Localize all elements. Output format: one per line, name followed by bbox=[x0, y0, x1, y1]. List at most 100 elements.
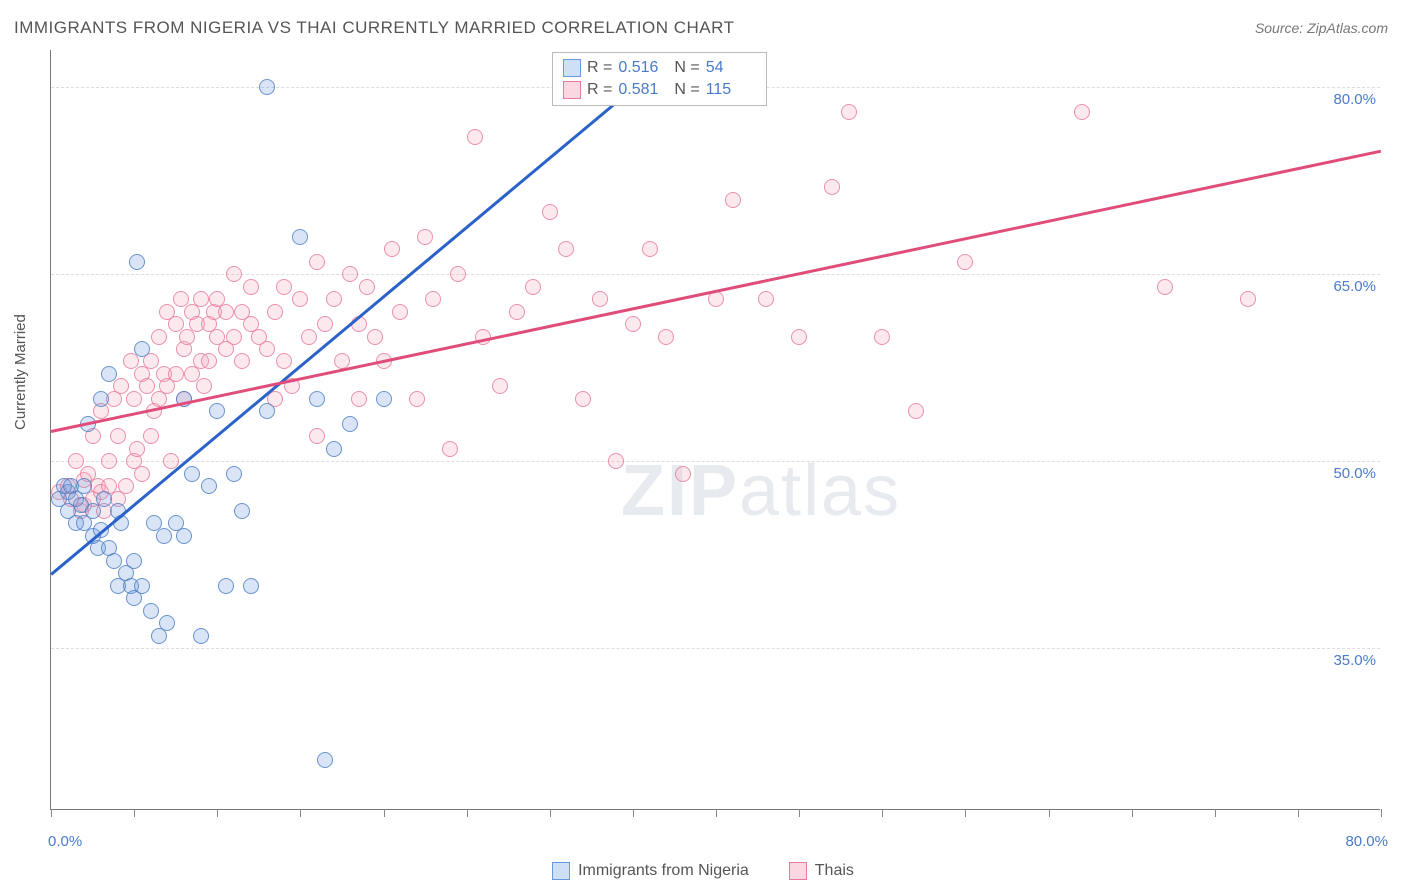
data-point bbox=[301, 329, 317, 345]
chart-title: IMMIGRANTS FROM NIGERIA VS THAI CURRENTL… bbox=[14, 18, 735, 38]
swatch-nigeria-icon bbox=[552, 862, 570, 880]
swatch-thais bbox=[563, 81, 581, 99]
y-tick-label: 65.0% bbox=[1333, 278, 1376, 295]
x-tick bbox=[799, 809, 800, 817]
plot-area: ZIPatlas 35.0%50.0%65.0%80.0% bbox=[50, 50, 1380, 810]
data-point bbox=[575, 391, 591, 407]
x-tick bbox=[1215, 809, 1216, 817]
data-point bbox=[234, 353, 250, 369]
data-point bbox=[467, 129, 483, 145]
data-point bbox=[908, 403, 924, 419]
data-point bbox=[425, 291, 441, 307]
data-point bbox=[118, 478, 134, 494]
legend-row-thais: R = 0.581 N = 115 bbox=[563, 79, 756, 101]
data-point bbox=[159, 615, 175, 631]
data-point bbox=[417, 229, 433, 245]
data-point bbox=[658, 329, 674, 345]
data-point bbox=[367, 329, 383, 345]
data-point bbox=[209, 403, 225, 419]
data-point bbox=[675, 466, 691, 482]
y-tick-label: 50.0% bbox=[1333, 465, 1376, 482]
data-point bbox=[267, 304, 283, 320]
data-point bbox=[93, 391, 109, 407]
data-point bbox=[129, 254, 145, 270]
data-point bbox=[292, 291, 308, 307]
data-point bbox=[642, 241, 658, 257]
data-point bbox=[450, 266, 466, 282]
gridline bbox=[51, 461, 1380, 462]
x-tick bbox=[965, 809, 966, 817]
data-point bbox=[134, 578, 150, 594]
data-point bbox=[608, 453, 624, 469]
data-point bbox=[509, 304, 525, 320]
x-tick bbox=[51, 809, 52, 817]
data-point bbox=[276, 353, 292, 369]
x-tick bbox=[384, 809, 385, 817]
data-point bbox=[176, 528, 192, 544]
x-tick bbox=[134, 809, 135, 817]
data-point bbox=[113, 378, 129, 394]
data-point bbox=[824, 179, 840, 195]
data-point bbox=[625, 316, 641, 332]
data-point bbox=[134, 341, 150, 357]
data-point bbox=[359, 279, 375, 295]
y-tick-label: 80.0% bbox=[1333, 91, 1376, 108]
data-point bbox=[134, 466, 150, 482]
data-point bbox=[85, 503, 101, 519]
data-point bbox=[309, 254, 325, 270]
correlation-chart: IMMIGRANTS FROM NIGERIA VS THAI CURRENTL… bbox=[0, 0, 1406, 892]
data-point bbox=[442, 441, 458, 457]
data-point bbox=[326, 291, 342, 307]
x-axis-max-label: 80.0% bbox=[1345, 833, 1388, 850]
data-point bbox=[351, 391, 367, 407]
data-point bbox=[193, 628, 209, 644]
data-point bbox=[101, 453, 117, 469]
source-attribution: Source: ZipAtlas.com bbox=[1255, 20, 1388, 36]
data-point bbox=[234, 503, 250, 519]
x-tick bbox=[217, 809, 218, 817]
data-point bbox=[126, 391, 142, 407]
data-point bbox=[143, 428, 159, 444]
x-tick bbox=[300, 809, 301, 817]
series-legend: Immigrants from Nigeria Thais bbox=[0, 862, 1406, 880]
data-point bbox=[196, 378, 212, 394]
data-point bbox=[259, 403, 275, 419]
data-point bbox=[558, 241, 574, 257]
data-point bbox=[1074, 104, 1090, 120]
data-point bbox=[874, 329, 890, 345]
data-point bbox=[218, 304, 234, 320]
x-tick bbox=[467, 809, 468, 817]
data-point bbox=[226, 329, 242, 345]
x-tick bbox=[1049, 809, 1050, 817]
data-point bbox=[957, 254, 973, 270]
y-tick-label: 35.0% bbox=[1333, 652, 1376, 669]
data-point bbox=[201, 478, 217, 494]
x-axis-min-label: 0.0% bbox=[48, 833, 82, 850]
y-axis-title: Currently Married bbox=[12, 314, 29, 430]
data-point bbox=[243, 578, 259, 594]
data-point bbox=[259, 79, 275, 95]
data-point bbox=[96, 491, 112, 507]
data-point bbox=[276, 279, 292, 295]
data-point bbox=[342, 266, 358, 282]
data-point bbox=[259, 341, 275, 357]
data-point bbox=[725, 192, 741, 208]
data-point bbox=[376, 391, 392, 407]
data-point bbox=[292, 229, 308, 245]
x-tick bbox=[1298, 809, 1299, 817]
data-point bbox=[226, 266, 242, 282]
data-point bbox=[492, 378, 508, 394]
data-point bbox=[317, 316, 333, 332]
data-point bbox=[76, 478, 92, 494]
x-tick bbox=[1132, 809, 1133, 817]
data-point bbox=[841, 104, 857, 120]
gridline bbox=[51, 274, 1380, 275]
legend-row-nigeria: R = 0.516 N = 54 bbox=[563, 57, 756, 79]
data-point bbox=[326, 441, 342, 457]
gridline bbox=[51, 648, 1380, 649]
trendline bbox=[50, 88, 633, 576]
data-point bbox=[409, 391, 425, 407]
data-point bbox=[168, 366, 184, 382]
data-point bbox=[243, 279, 259, 295]
data-point bbox=[758, 291, 774, 307]
